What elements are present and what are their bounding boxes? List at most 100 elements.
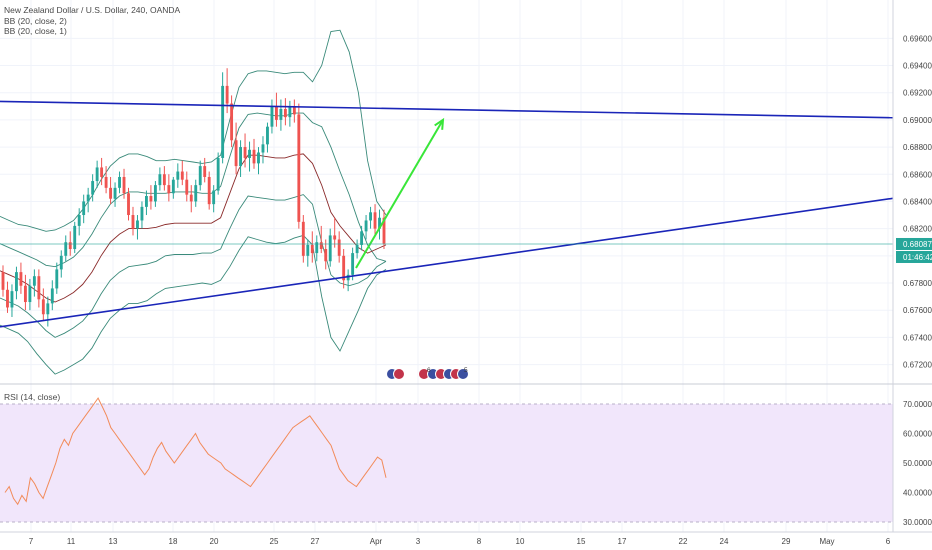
rsi-line	[4, 397, 387, 506]
candle-body	[82, 201, 86, 216]
candle-body	[118, 176, 121, 188]
candle-body	[239, 147, 242, 167]
candle-body	[221, 85, 225, 158]
projection-arrow-head	[434, 117, 445, 130]
price-tick-label: 0.69400	[903, 62, 932, 71]
candle-body	[64, 242, 68, 256]
legend-rsi: RSI (14, close)	[4, 392, 61, 402]
candle-body	[194, 185, 198, 202]
candle-body	[364, 220, 368, 232]
candle-body	[212, 190, 216, 205]
candle-body	[292, 106, 296, 115]
candle-body	[319, 242, 323, 250]
time-tick-label: 3	[416, 537, 421, 546]
candle-body	[37, 276, 41, 300]
candle-body	[207, 176, 211, 205]
candle-body	[149, 196, 153, 202]
candle-body	[171, 179, 175, 194]
candle-body	[6, 289, 9, 308]
candle-body	[176, 171, 180, 180]
candle-body	[315, 242, 319, 254]
candle-body	[95, 167, 99, 182]
last-price-label: 0.68087	[903, 240, 932, 249]
candle-body	[28, 285, 32, 303]
rsi-tick-label: 70.0000	[903, 400, 932, 409]
candle-body	[180, 171, 184, 180]
candle-body	[50, 288, 54, 304]
time-tick-label: 15	[577, 537, 586, 546]
legend-bb2: BB (20, close, 1)	[4, 26, 67, 36]
candles	[1, 68, 386, 327]
candle-body	[104, 176, 108, 188]
candle-body	[162, 174, 166, 186]
candle-body	[342, 255, 346, 281]
candle-body	[288, 106, 292, 118]
candle-body	[153, 185, 157, 202]
candle-body	[216, 157, 220, 191]
trendline-resistance	[0, 100, 894, 119]
candle-body	[55, 269, 59, 289]
rsi-tick-label: 30.0000	[903, 518, 932, 527]
candle-body	[19, 272, 23, 286]
time-tick-label: 6	[886, 537, 891, 546]
candle-body	[266, 126, 269, 145]
candle-body	[73, 225, 77, 250]
candle-body	[369, 212, 372, 221]
candle-body	[257, 152, 260, 164]
candle-body	[46, 303, 50, 315]
candle-body	[131, 215, 135, 229]
candle-body	[15, 272, 18, 292]
projection-arrow	[355, 119, 444, 269]
legend-symbol: New Zealand Dollar / U.S. Dollar, 240, O…	[4, 5, 181, 15]
candle-body	[59, 255, 63, 270]
legend-bb1: BB (20, close, 2)	[4, 15, 67, 26]
candle-body	[301, 221, 305, 256]
trendlines[interactable]	[0, 100, 894, 328]
candle-body	[337, 239, 341, 256]
price-tick-label: 0.68600	[903, 170, 932, 179]
rsi-tick-label: 40.0000	[903, 489, 932, 498]
price-tick-label: 0.68400	[903, 197, 932, 206]
flag-icon	[457, 368, 469, 380]
candle-body	[270, 106, 274, 127]
candle-body	[324, 249, 328, 262]
candle-body	[378, 217, 381, 229]
price-tick-label: 0.67800	[903, 279, 932, 288]
time-tick-label: 29	[782, 537, 791, 546]
candle-body	[109, 187, 113, 199]
candle-body	[10, 291, 14, 308]
rsi-panel	[0, 383, 932, 523]
candle-body	[41, 299, 45, 315]
candle-body	[230, 103, 234, 141]
time-tick-label: 7	[29, 537, 34, 546]
price-tick-label: 0.69600	[903, 34, 932, 43]
candle-body	[140, 206, 144, 221]
candle-body	[261, 144, 265, 153]
candle-body	[167, 185, 171, 194]
candle-body	[185, 179, 189, 195]
candle-body	[310, 244, 314, 254]
countdown-label-bg	[896, 250, 932, 263]
candle-body	[346, 274, 350, 281]
bb-upper-1	[0, 112, 387, 268]
candle-body	[23, 285, 27, 303]
candle-body	[100, 167, 104, 177]
candle-body	[382, 217, 386, 244]
time-tick-label: 17	[618, 537, 627, 546]
candle-body	[355, 244, 359, 254]
event-count-1: 6	[427, 367, 431, 374]
time-tick-label: 8	[477, 537, 482, 546]
bb-lower-2	[0, 234, 387, 375]
candle-body	[189, 194, 193, 202]
time-tick-label: 18	[169, 537, 178, 546]
event-count-2: 5	[464, 367, 468, 374]
time-tick-label: Apr	[370, 537, 383, 546]
candle-body	[283, 109, 287, 118]
price-tick-label: 0.69000	[903, 116, 932, 125]
price-tick-label: 0.68200	[903, 225, 932, 234]
candle-body	[68, 242, 72, 250]
price-tick-label: 0.67200	[903, 361, 932, 370]
